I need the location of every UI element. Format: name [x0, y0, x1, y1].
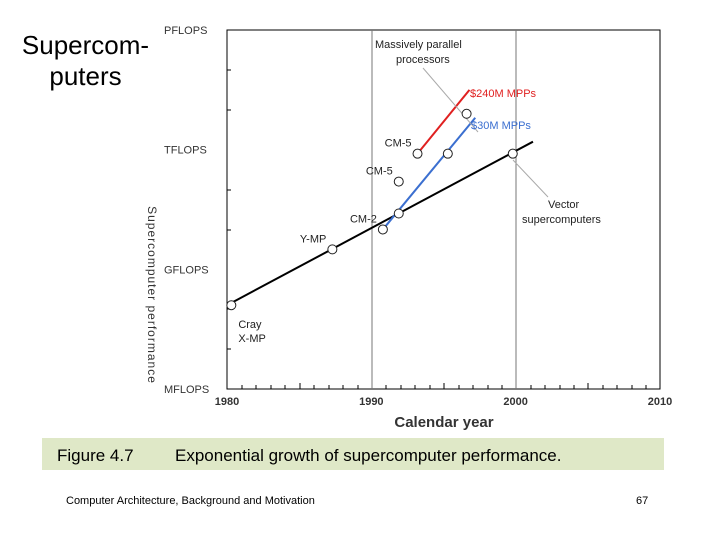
slide-title: Supercom- puters — [18, 30, 153, 92]
x-tick-labels: 1980 1990 2000 2010 — [215, 396, 672, 408]
annotation-mpp-line2: processors — [396, 54, 450, 66]
x-tick-label: 1990 — [359, 396, 383, 408]
point-label: CM-5 — [366, 166, 393, 178]
data-point — [393, 176, 404, 187]
data-point — [442, 148, 453, 159]
point-label: Y-MP — [300, 233, 327, 245]
x-tick-label: 2010 — [648, 396, 672, 408]
data-point — [327, 244, 338, 255]
data-point — [507, 148, 518, 159]
x-tick-label: 2000 — [503, 396, 527, 408]
series-line-0 — [226, 140, 534, 307]
caption-bar — [42, 438, 664, 470]
annotation-vector-line1: Vector — [548, 199, 580, 211]
point-label: Cray — [238, 319, 262, 331]
x-minor-ticks — [241, 383, 647, 389]
x-grid — [371, 30, 517, 389]
annotation-leaders — [422, 67, 549, 198]
y-tick-labels: MFLOPS GFLOPS TFLOPS PFLOPS — [164, 25, 209, 396]
series-line-2 — [416, 89, 471, 155]
figure-label: Figure 4.7 — [57, 446, 134, 465]
points-layer: Cray X-MP Y-MP CM-2 CM-5 CM-5 — [226, 108, 518, 345]
page-number: 67 — [636, 495, 649, 507]
annotation-vector-line2: supercomputers — [522, 214, 601, 226]
data-point — [226, 300, 237, 311]
footer-course-title: Computer Architecture, Background and Mo… — [66, 495, 315, 507]
y-tick-label: PFLOPS — [164, 25, 207, 37]
plot-area — [226, 29, 661, 390]
point-label: CM-2 — [350, 213, 377, 225]
leader-vector — [512, 159, 549, 198]
annotations: Massively parallel processors $240M MPPs… — [375, 39, 601, 226]
data-point — [461, 108, 472, 119]
point-label: X-MP — [238, 333, 266, 345]
x-tick-label: 1980 — [215, 396, 239, 408]
data-point — [412, 148, 423, 159]
leader-mpp — [422, 67, 479, 133]
data-point — [377, 224, 388, 235]
annotation-mpp-line1: Massively parallel — [375, 39, 462, 51]
y-axis-label: Supercomputer performance — [145, 206, 159, 384]
data-point — [393, 208, 404, 219]
y-tick-label: MFLOPS — [164, 384, 209, 396]
annotation-30m: $30M MPPs — [471, 120, 531, 132]
slide-title-line2: puters — [49, 61, 122, 91]
y-tick-label: TFLOPS — [164, 145, 207, 157]
x-axis-label: Calendar year — [394, 414, 493, 431]
y-tick-label: GFLOPS — [164, 264, 209, 276]
figure-caption: Exponential growth of supercomputer perf… — [175, 446, 562, 465]
point-label: CM-5 — [385, 138, 412, 150]
annotation-240m: $240M MPPs — [470, 88, 537, 100]
slide-title-line1: Supercom- — [21, 30, 150, 60]
